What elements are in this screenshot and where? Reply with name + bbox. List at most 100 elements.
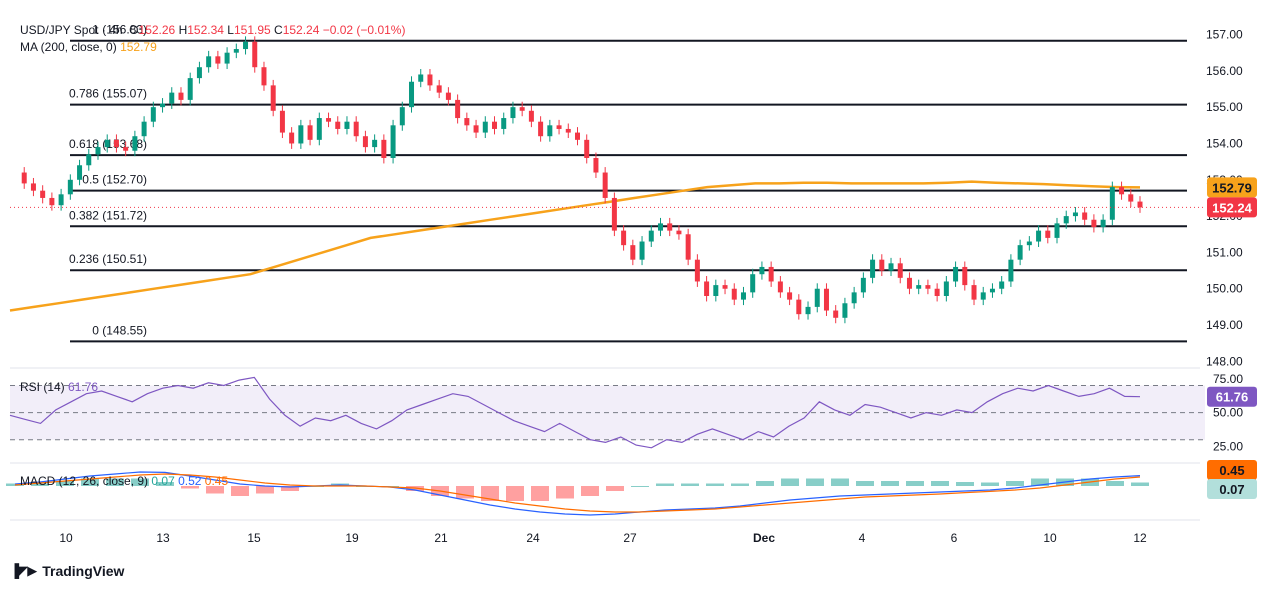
macd-histogram-bar [231,486,249,496]
time-tick: 12 [1133,531,1147,545]
candle-body [1082,212,1088,220]
candle-body [1072,212,1078,217]
candle-body [49,197,55,206]
candle-body [1128,194,1134,202]
macd-histogram-bar [631,486,649,487]
price-tick: 150.00 [1206,282,1243,296]
candle-body [261,67,267,86]
candle-body [989,288,995,293]
candle-body [888,263,894,271]
candle-body [482,121,488,133]
candle-body [648,230,654,242]
candle-body [1026,241,1032,246]
time-axis[interactable]: 10 13 15 19 21 24 27 Dec 4 6 10 12 [59,531,1147,545]
price-tick: 156.00 [1206,64,1243,78]
macd-line [14,471,1141,516]
candle-body [879,259,885,271]
price-tick: 151.00 [1206,245,1243,259]
ma-legend[interactable]: MA (200, close, 0) 152.79 [20,40,157,54]
time-tick: 10 [1043,531,1057,545]
candle-body [492,121,498,129]
candle-body [1100,219,1106,227]
macd-histogram-bar [456,486,474,499]
candle-body [160,103,166,108]
macd-histogram-bar [581,486,599,496]
candle-body [58,194,64,206]
macd-legend[interactable]: MACD (12, 26, close, 9) 0.07 0.52 0.45 [20,474,228,488]
price-tick: 157.00 [1206,28,1243,42]
macd-histogram-bar [731,483,749,486]
grid-separators [10,367,1200,521]
symbol-name[interactable]: USD/JPY Spot · 4h [20,23,123,37]
candle-body [556,125,562,129]
macd-histogram-bar [481,486,499,501]
ma-label: MA (200, close, 0) [20,40,117,54]
time-tick: 27 [623,531,637,545]
candle-body [565,128,571,133]
macd-histogram-bar [131,478,149,486]
macd-histogram-bar [531,486,549,501]
macd-histogram-bar [1131,482,1149,486]
low-label: L [227,23,234,37]
time-tick: 13 [156,531,170,545]
macd-histogram-bar [1006,481,1024,486]
candle-body [30,183,36,191]
rsi-legend[interactable]: RSI (14) 61.76 [20,380,98,394]
candle-body [464,118,470,126]
candle-body [611,197,617,231]
rsi-legend-value: 61.76 [68,380,99,394]
candle-body [934,288,940,296]
low-value: 151.95 [233,23,271,37]
macd-hist-badge-bg [1207,479,1257,499]
candle-body [722,285,728,289]
macd-histogram-bar [956,482,974,486]
candle-body [870,259,876,278]
candle-body [676,230,682,235]
candle-body [768,266,774,282]
candle-body [169,92,175,104]
candle-body [584,139,590,158]
time-tick: 4 [859,531,866,545]
macd-histogram-bar [881,481,899,486]
close-label: C [274,23,283,37]
candle-body [1045,230,1051,238]
macd-histogram-bar [781,478,799,486]
macd-panel [6,471,1149,516]
candle-body [86,154,92,166]
macd-histogram-bar [706,483,724,486]
last-price-badge-bg [1207,197,1257,218]
ma-polyline [9,180,1141,312]
candle-body [759,266,765,275]
candle-body [842,303,848,318]
ma-value: 152.79 [120,40,157,54]
candle-body [141,121,147,137]
candle-body [593,158,599,173]
candle-body [1091,219,1097,227]
candle-body [510,107,516,119]
macd-histogram-bar [56,481,74,486]
price-axis[interactable]: 157.00156.00155.00154.00153.00152.00151.… [1206,28,1257,499]
candle-body [123,147,129,151]
candle-body [630,245,636,260]
macd-hist-badge: 0.07 [1219,482,1244,497]
macd-histogram-bar [256,486,274,494]
macd-histogram-bar [506,486,524,501]
candle-body [40,190,46,198]
candle-body [621,230,627,246]
candle-body [916,285,922,289]
candle-body [132,136,138,151]
ma-price-badge-bg [1207,177,1257,198]
rsi-tick: 75.00 [1213,372,1243,386]
tradingview-brand[interactable]: ▐◤▶ TradingView [10,563,124,579]
candle-body [538,121,544,137]
fib-label: 0.382 (151.72) [69,208,147,222]
candle-body [316,118,322,140]
candle-body [307,125,313,140]
candle-body [196,67,202,79]
macd-histogram-bar [931,481,949,486]
candle-body [906,277,912,289]
macd-histogram-bar [81,478,99,486]
candle-body [1137,201,1143,208]
close-value: 152.24 [282,23,320,37]
